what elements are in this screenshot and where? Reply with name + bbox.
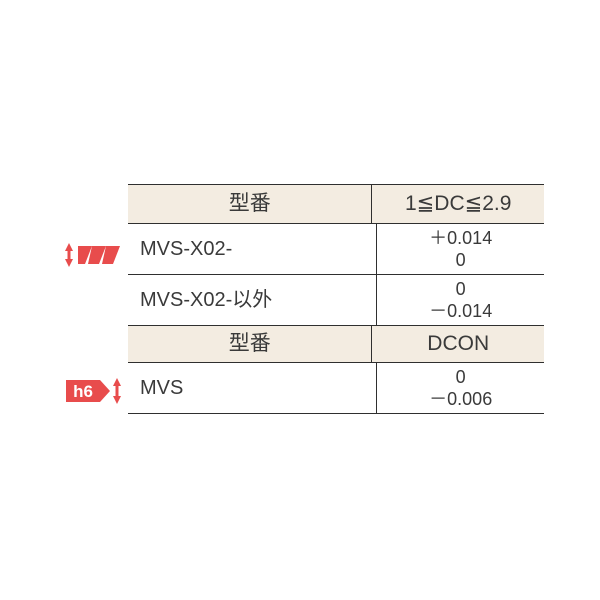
tol-lower: －0.014 <box>429 300 492 322</box>
table-row: MVS-X02- ＋0.014 0 <box>128 224 544 275</box>
table-header-row: 型番 DCON <box>128 326 544 363</box>
h6-arrow-svg: h6 <box>64 376 124 406</box>
h6-tolerance-icon: h6 <box>64 376 120 411</box>
tol-lower: －0.006 <box>429 388 492 410</box>
drill-arrow-svg <box>64 240 124 270</box>
header-model: 型番 <box>128 185 372 224</box>
table-row: MVS 0 －0.006 <box>128 363 544 414</box>
model-label: MVS-X02- <box>128 224 377 275</box>
header-range: 1≦DC≦2.9 <box>372 185 544 224</box>
header-model-2: 型番 <box>128 326 372 363</box>
tolerance-cell: ＋0.014 0 <box>377 224 544 275</box>
tol-upper: 0 <box>456 366 466 388</box>
header-dcon: DCON <box>372 326 544 363</box>
model-label: MVS-X02-以外 <box>128 275 377 326</box>
table-row: MVS-X02-以外 0 －0.014 <box>128 275 544 326</box>
tol-lower: 0 <box>456 249 466 271</box>
tol-upper: ＋0.014 <box>429 227 492 249</box>
canvas: h6 型番 1≦DC≦2.9 MVS-X02- ＋0.014 0 MVS <box>0 0 600 600</box>
h6-label: h6 <box>73 382 93 401</box>
tolerance-table: 型番 1≦DC≦2.9 MVS-X02- ＋0.014 0 MVS-X02-以外… <box>128 184 544 414</box>
drill-tolerance-icon <box>64 240 120 275</box>
model-label: MVS <box>128 363 377 414</box>
tolerance-cell: 0 －0.014 <box>377 275 544 326</box>
tolerance-cell: 0 －0.006 <box>377 363 544 414</box>
table-header-row: 型番 1≦DC≦2.9 <box>128 185 544 224</box>
tol-upper: 0 <box>456 278 466 300</box>
